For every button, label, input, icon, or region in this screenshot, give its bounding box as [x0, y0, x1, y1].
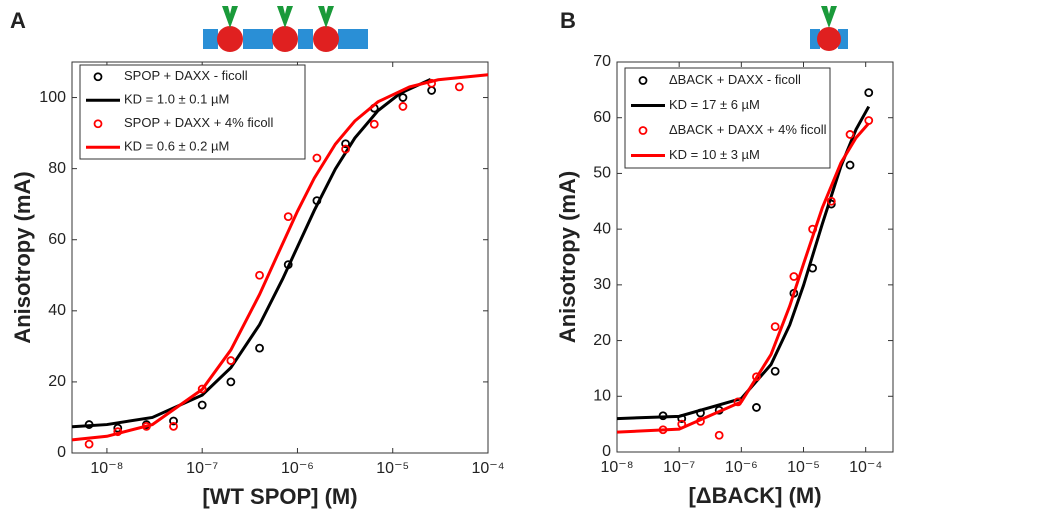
data-point — [770, 322, 780, 332]
y-tick-label: 30 — [593, 276, 611, 293]
y-tick-label: 10 — [593, 388, 611, 405]
data-point — [84, 439, 94, 449]
legend-marker — [93, 119, 103, 129]
legend-label: KD = 1.0 ± 0.1 µM — [124, 92, 229, 107]
data-point — [864, 116, 874, 125]
legend-box — [624, 67, 831, 169]
data-point — [845, 160, 855, 170]
y-tick-label: 40 — [48, 302, 66, 319]
x-tick-label: 10⁻⁵ — [787, 459, 820, 476]
data-point — [341, 144, 350, 154]
x-tick-label: 10⁻⁵ — [376, 460, 409, 477]
y-tick-label: 60 — [48, 231, 66, 248]
fit-line — [71, 78, 432, 429]
y-tick-label: 100 — [39, 89, 66, 106]
legend-label: KD = 17 ± 6 µM — [669, 97, 760, 112]
y-tick-label: 20 — [593, 332, 611, 349]
legend-marker — [638, 76, 648, 85]
y-tick-label: 80 — [48, 160, 66, 177]
x-axis-label: [WT SPOP] (M) — [202, 484, 357, 509]
plot-frame — [616, 61, 894, 453]
panel-label: A — [10, 8, 26, 33]
data-point — [864, 88, 874, 98]
data-point — [169, 416, 178, 426]
data-point — [845, 130, 855, 139]
x-tick-label: 10⁻⁴ — [849, 459, 882, 476]
data-point — [752, 403, 761, 412]
data-point — [197, 384, 207, 394]
data-point — [770, 366, 780, 376]
data-point — [714, 430, 724, 440]
data-point — [369, 119, 379, 129]
x-tick-label: 10⁻⁶ — [725, 459, 758, 476]
data-point — [789, 272, 799, 281]
data-point — [398, 102, 408, 111]
y-tick-label: 0 — [602, 443, 611, 460]
y-tick-label: 60 — [593, 109, 611, 126]
y-axis-label: Anisotropy (mA) — [10, 171, 35, 343]
y-tick-label: 20 — [48, 373, 66, 390]
data-point — [255, 343, 264, 353]
data-point — [341, 139, 350, 149]
x-tick-label: 10⁻⁶ — [281, 460, 314, 477]
data-point — [312, 153, 322, 163]
legend-label: SPOP + DAXX - ficoll — [124, 68, 248, 83]
data-point — [826, 196, 836, 206]
data-point — [197, 400, 207, 410]
data-point — [255, 270, 264, 280]
legend-label: SPOP + DAXX + 4% ficoll — [124, 115, 273, 130]
y-axis-label: Anisotropy (mA) — [555, 171, 580, 343]
protein-icon-b — [810, 6, 848, 51]
data-point — [113, 423, 123, 433]
x-tick-label: 10⁻⁷ — [663, 459, 695, 476]
x-tick-label: 10⁻⁸ — [90, 460, 123, 477]
legend-label: KD = 10 ± 3 µM — [669, 147, 760, 162]
data-point — [169, 421, 178, 431]
data-point — [226, 356, 236, 365]
y-tick-label: 70 — [593, 53, 611, 70]
panel-label: B — [560, 8, 576, 33]
y-tick-label: 0 — [57, 444, 66, 461]
legend-marker — [638, 126, 648, 135]
x-tick-label: 10⁻⁷ — [186, 460, 218, 477]
fit-line — [616, 122, 870, 434]
legend-box — [79, 64, 306, 160]
protein-icon-a — [203, 6, 368, 52]
data-point — [427, 86, 437, 95]
data-point — [454, 82, 464, 92]
fit-line — [71, 73, 489, 442]
data-point — [226, 377, 236, 387]
y-tick-label: 40 — [593, 220, 611, 237]
x-axis-label: [ΔBACK] (M) — [688, 483, 821, 508]
legend-marker — [93, 72, 103, 82]
plot-frame — [71, 61, 489, 454]
legend-label: KD = 0.6 ± 0.2 µM — [124, 139, 229, 154]
x-tick-label: 10⁻⁸ — [601, 459, 634, 476]
legend-label: ΔBACK + DAXX - ficoll — [669, 72, 801, 87]
legend-label: ΔBACK + DAXX + 4% ficoll — [669, 122, 827, 137]
data-point — [283, 212, 293, 222]
data-point — [398, 93, 408, 102]
x-tick-label: 10⁻⁴ — [471, 460, 504, 477]
y-tick-label: 50 — [593, 165, 611, 182]
